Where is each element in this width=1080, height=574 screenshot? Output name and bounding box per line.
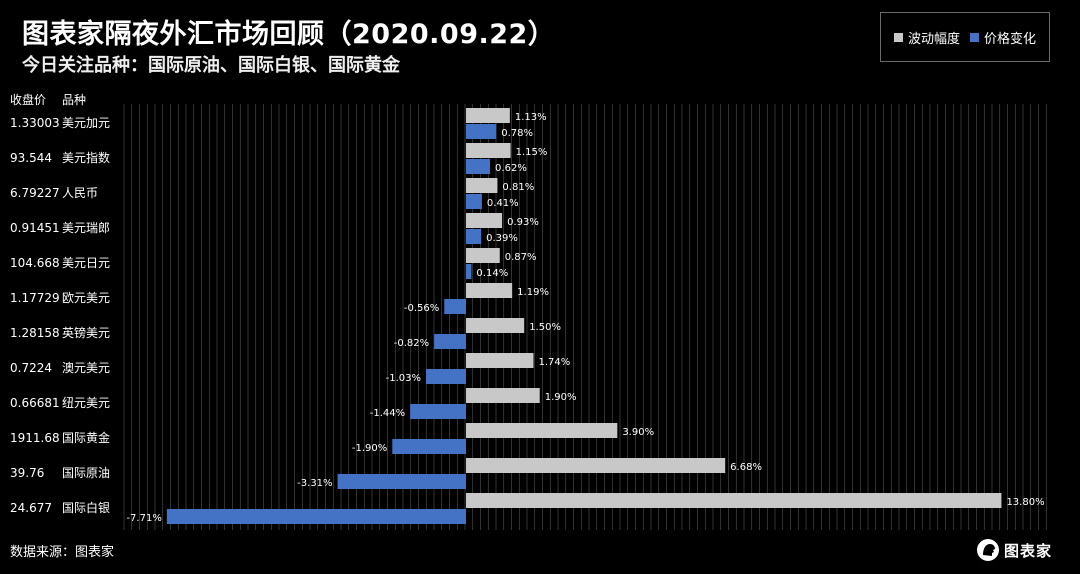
data-label-volatility: 13.80% [1006, 497, 1044, 508]
data-label-volatility: 0.81% [502, 182, 534, 193]
brand-head-icon [977, 539, 999, 561]
bars: 1.33003 美元加元 1.13% 0.78% 93.544 美元指数 1.15% 0.62… [10, 108, 1045, 524]
row-category-label: 美元日元 [62, 256, 110, 270]
chart-title: 图表家隔夜外汇市场回顾（2020.09.22） [22, 19, 556, 50]
row-price: 1.17729 [10, 291, 60, 305]
data-label-volatility: 0.93% [507, 217, 539, 228]
data-label-volatility: 1.90% [545, 392, 577, 403]
brand-logo-text: 图表家 [1004, 541, 1053, 560]
bar-volatility [466, 178, 498, 193]
row-price: 24.677 [10, 501, 52, 515]
row-category-label: 美元指数 [62, 150, 110, 165]
row-price: 39.76 [10, 466, 44, 480]
legend-item-volatility: 波动幅度 [893, 28, 960, 47]
data-label-change: 0.41% [487, 198, 519, 209]
row-category-label: 美元加元 [62, 116, 110, 130]
data-label-change: 0.14% [476, 268, 508, 279]
row-price: 1911.68 [10, 431, 60, 445]
data-label-volatility: 1.74% [539, 357, 571, 368]
legend: 波动幅度 价格变化 [880, 12, 1050, 62]
data-label-change: -0.56% [404, 303, 439, 314]
bar-change [466, 264, 472, 279]
data-label-change: -1.03% [386, 373, 421, 384]
bar-change [166, 509, 467, 524]
bar-volatility [466, 458, 726, 473]
bar-volatility [466, 423, 618, 438]
data-label-volatility: 1.50% [529, 322, 561, 333]
bar-volatility [466, 108, 510, 123]
bar-volatility [466, 283, 513, 298]
data-label-volatility: 1.15% [516, 147, 548, 158]
row-price: 0.7224 [10, 361, 52, 375]
legend-label-volatility: 波动幅度 [907, 31, 960, 47]
row-price: 0.66681 [10, 396, 60, 410]
bar-change [466, 194, 482, 209]
chart-subtitle: 今日关注品种：国际原油、国际白银、国际黄金 [22, 55, 400, 76]
data-label-change: -1.44% [370, 408, 405, 419]
data-label-volatility: 3.90% [622, 427, 654, 438]
row-price: 1.33003 [10, 116, 60, 130]
legend-swatch-change [970, 32, 979, 42]
data-label-volatility: 6.68% [730, 462, 762, 473]
bar-change [466, 124, 497, 139]
row-category-label: 国际白银 [62, 500, 110, 515]
data-label-change: 0.62% [495, 163, 527, 174]
bar-change [392, 439, 466, 454]
column-header-price: 收盘价 [10, 93, 47, 107]
data-label-volatility: 1.13% [515, 112, 547, 123]
bar-change [434, 334, 466, 349]
row-price: 104.668 [10, 256, 60, 270]
bar-volatility [466, 493, 1002, 508]
bar-change [426, 369, 466, 384]
legend-label-change: 价格变化 [984, 31, 1037, 47]
row-category-label: 国际黄金 [62, 430, 110, 445]
row-category-label: 英镑美元 [62, 325, 110, 340]
legend-swatch-volatility [893, 32, 903, 42]
data-source: 数据来源：图表家 [10, 545, 115, 560]
bar-change [466, 159, 491, 174]
bar-volatility [466, 353, 534, 368]
row-category-label: 国际原油 [62, 466, 110, 480]
bar-volatility [466, 248, 500, 263]
bar-volatility [466, 143, 511, 158]
row-price: 93.544 [10, 151, 52, 165]
bar-change [410, 404, 466, 419]
data-label-change: 0.39% [486, 233, 518, 244]
data-label-change: -1.90% [352, 443, 387, 454]
row-price: 6.79227 [10, 186, 60, 200]
bar-volatility [466, 388, 540, 403]
data-label-volatility: 0.87% [505, 252, 537, 263]
legend-item-change: 价格变化 [970, 28, 1036, 47]
brand-logo: 图表家 [976, 536, 1060, 564]
data-label-change: -7.71% [126, 513, 161, 524]
bar-change [444, 299, 466, 314]
row-category-label: 美元瑞郎 [62, 221, 110, 235]
row-category-label: 澳元美元 [62, 361, 110, 375]
column-header-name: 品种 [62, 93, 87, 107]
data-label-change: -0.82% [394, 338, 429, 349]
data-label-change: -3.31% [297, 478, 332, 489]
row-category-label: 欧元美元 [62, 291, 110, 305]
bar-volatility [466, 213, 503, 228]
row-category-label: 纽元美元 [62, 396, 110, 410]
data-label-change: 0.78% [501, 128, 533, 139]
row-price: 1.28158 [10, 326, 60, 340]
row-category-label: 人民币 [62, 186, 98, 200]
bar-volatility [466, 318, 525, 333]
data-label-volatility: 1.19% [517, 287, 549, 298]
bar-change [337, 474, 466, 489]
bar-change [466, 229, 482, 244]
row-price: 0.91451 [10, 221, 60, 235]
